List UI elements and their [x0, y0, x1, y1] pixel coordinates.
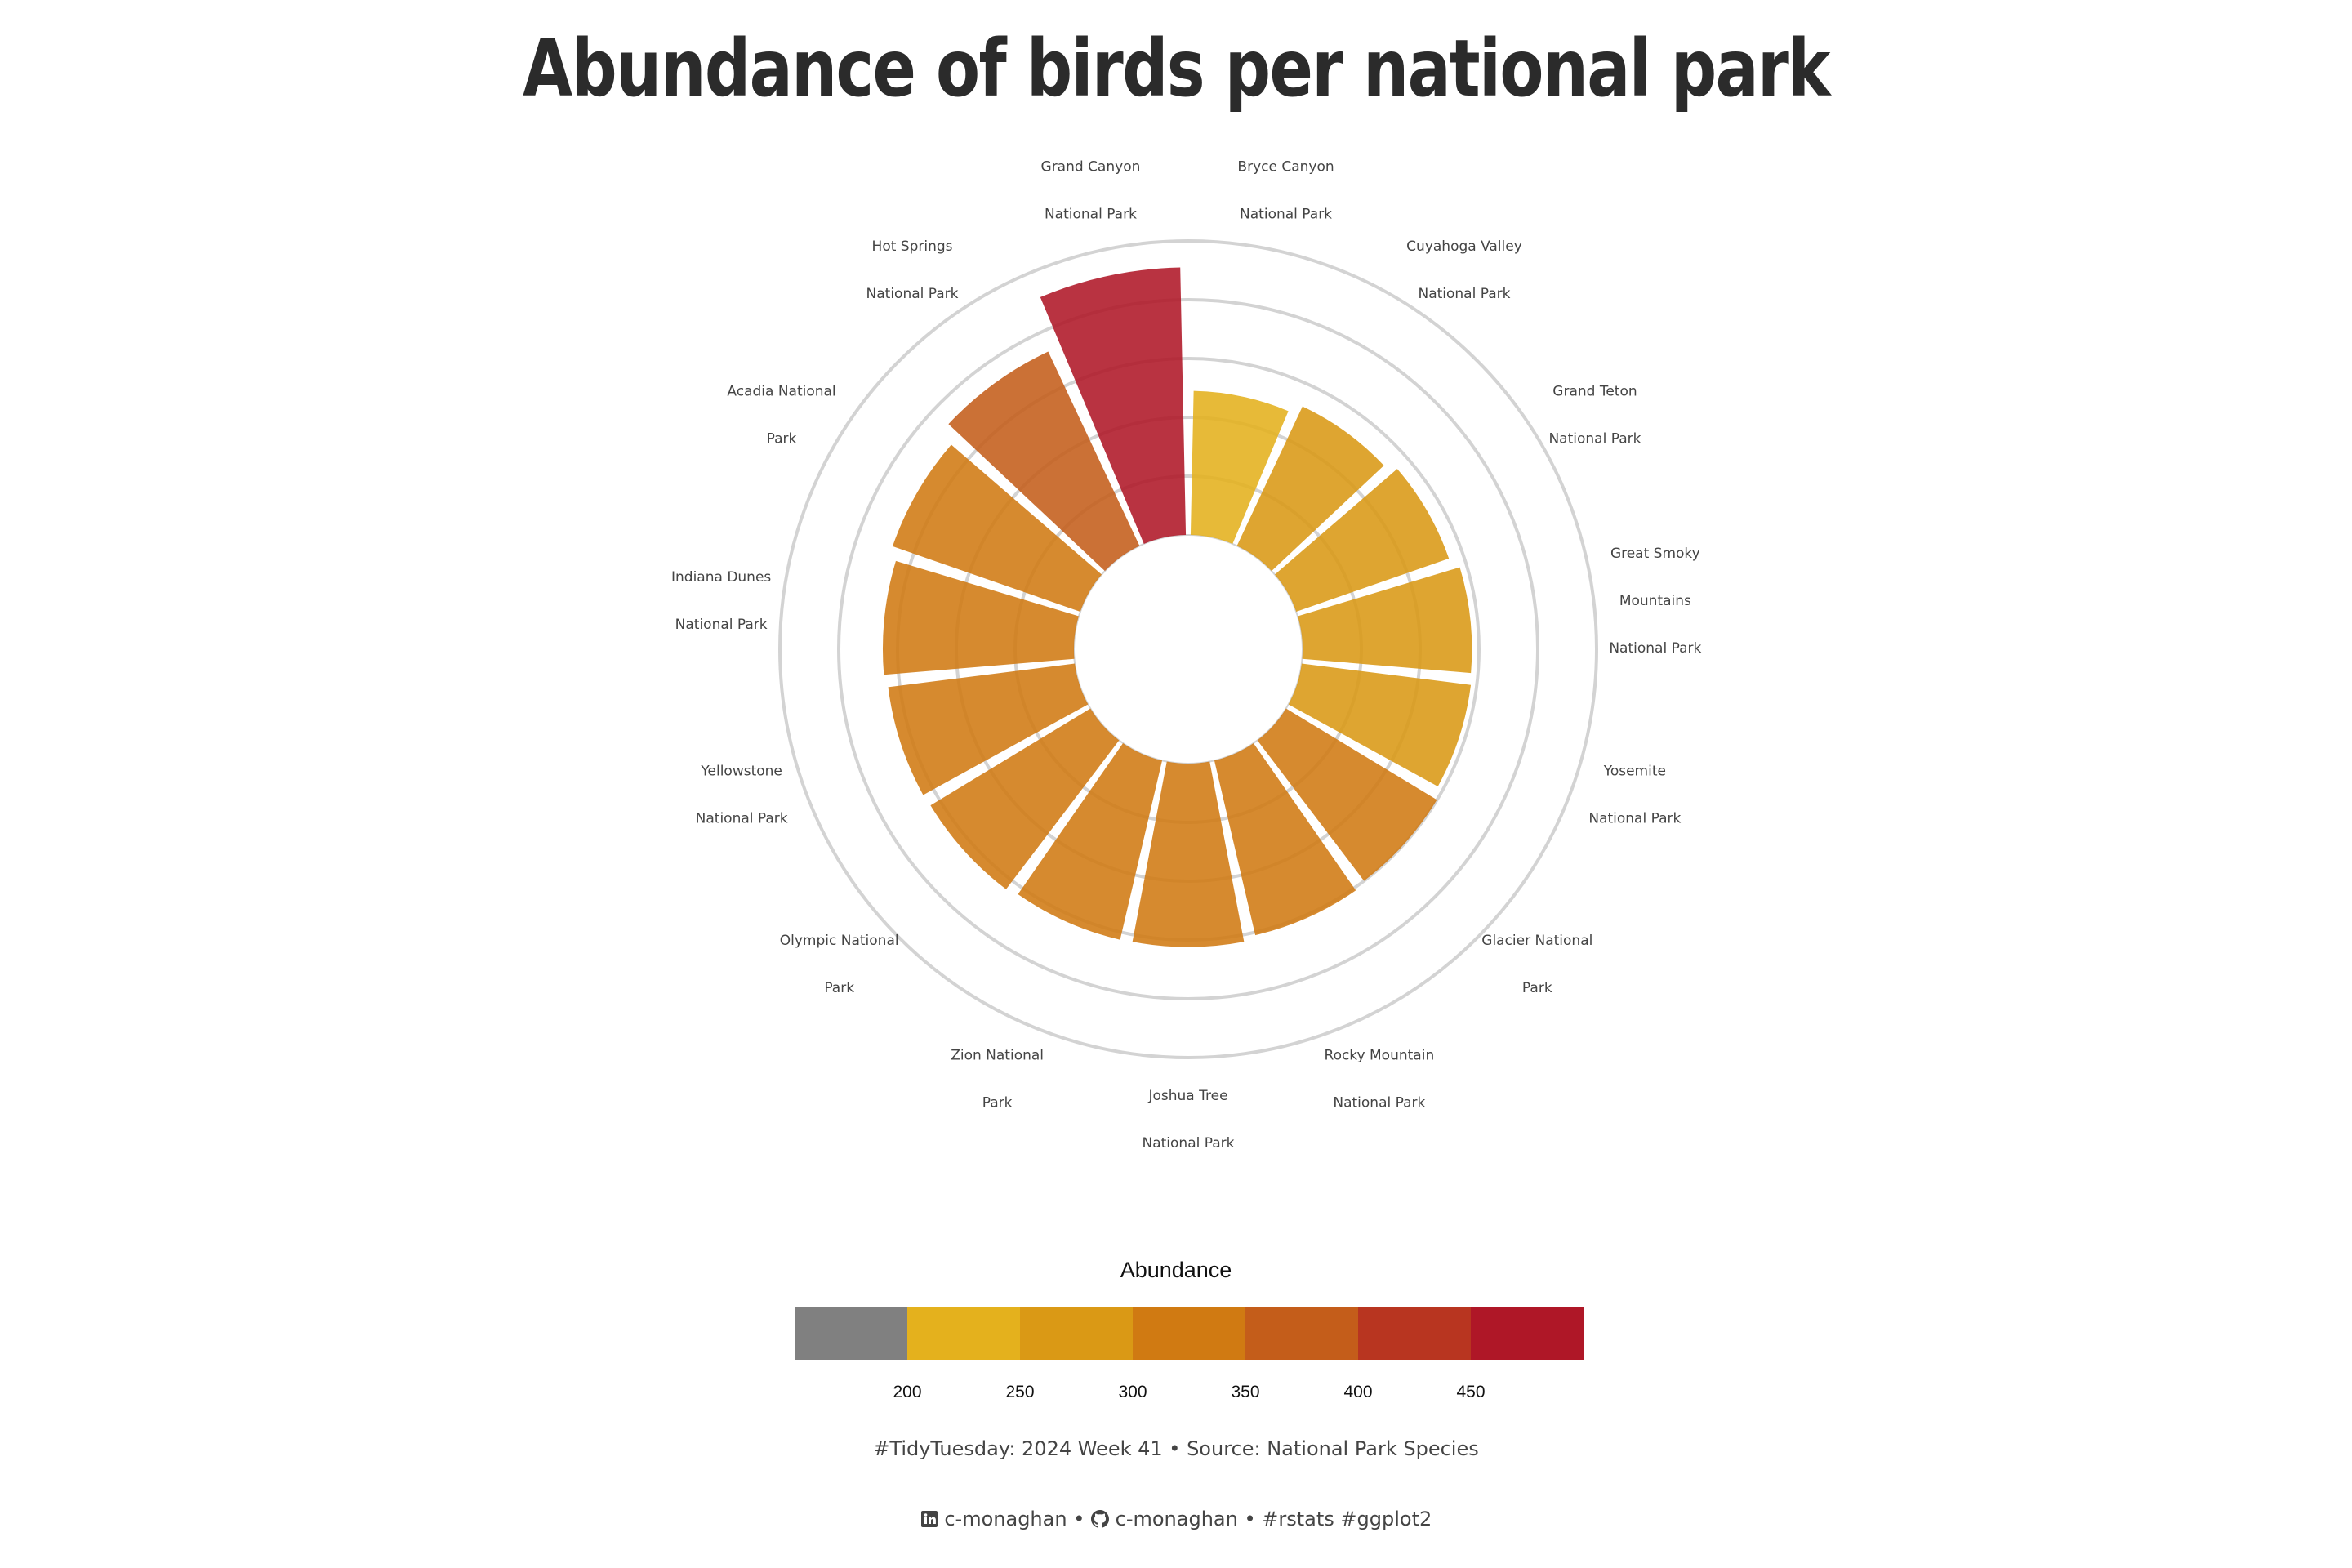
- park-label-line: Cuyahoga Valley: [1406, 238, 1522, 255]
- bar: [930, 708, 1120, 889]
- bar: [883, 560, 1079, 675]
- park-label-line: Yosemite: [1603, 764, 1666, 780]
- park-label-line: Park: [767, 431, 797, 448]
- park-label-line: Mountains: [1619, 593, 1691, 609]
- park-label: Joshua Tree National Park: [1143, 1088, 1235, 1152]
- legend-swatch: [1471, 1307, 1584, 1360]
- park-label: Indiana Dunes National Park: [671, 569, 771, 633]
- github-handle: c-monaghan: [1115, 1508, 1238, 1530]
- bar: [1274, 469, 1450, 612]
- park-label: Rocky Mountain National Park: [1325, 1047, 1435, 1111]
- bar: [1257, 708, 1437, 881]
- separator: •: [1073, 1508, 1085, 1530]
- park-label-line: National Park: [1143, 1135, 1235, 1152]
- park-label: Grand Teton National Park: [1548, 384, 1641, 448]
- park-label-line: National Park: [1609, 640, 1701, 657]
- bar: [888, 663, 1089, 795]
- park-label-line: Acadia National: [727, 384, 835, 400]
- hashtags: #rstats #ggplot2: [1262, 1508, 1432, 1530]
- park-label: Hot Springs National Park: [866, 238, 959, 302]
- park-label-line: National Park: [1588, 811, 1681, 827]
- park-label: Yellowstone National Park: [696, 764, 788, 827]
- caption-source: #TidyTuesday: 2024 Week 41 • Source: Nat…: [873, 1437, 1479, 1460]
- park-label-line: Zion National: [951, 1047, 1044, 1063]
- park-label: Bryce Canyon National Park: [1237, 159, 1334, 223]
- bar: [892, 444, 1102, 612]
- bar: [1132, 761, 1245, 947]
- legend-swatches: [795, 1307, 1584, 1360]
- legend-title: Abundance: [1120, 1258, 1232, 1282]
- bar: [1288, 663, 1472, 787]
- park-label-line: National Park: [1045, 207, 1137, 223]
- park-label-line: Bryce Canyon: [1237, 159, 1334, 176]
- bar: [1190, 390, 1289, 544]
- legend-tick-label: 400: [1343, 1383, 1372, 1401]
- park-label-line: Great Smoky: [1610, 546, 1700, 562]
- bar: [1298, 567, 1472, 674]
- linkedin-icon: [920, 1511, 938, 1527]
- bars: [883, 267, 1472, 947]
- legend-swatch: [795, 1307, 908, 1360]
- park-label-line: Glacier National: [1481, 933, 1592, 949]
- bar: [948, 351, 1140, 572]
- park-label-line: Rocky Mountain: [1325, 1047, 1435, 1063]
- park-label: Olympic National Park: [780, 933, 899, 996]
- legend-swatch: [1020, 1307, 1134, 1360]
- park-label-line: National Park: [1240, 207, 1332, 223]
- park-label: Acadia National Park: [727, 384, 835, 448]
- park-label-line: National Park: [866, 286, 959, 302]
- park-label: Yosemite National Park: [1588, 764, 1681, 827]
- legend-tick-label: 350: [1231, 1383, 1259, 1401]
- legend-tick-label: 250: [1005, 1383, 1034, 1401]
- legend-tick-label: 450: [1456, 1383, 1485, 1401]
- chart-title: Abundance of birds per national park: [523, 23, 1830, 114]
- park-label-line: National Park: [1418, 286, 1510, 302]
- github-icon: [1091, 1510, 1109, 1528]
- park-label-line: Yellowstone: [700, 764, 782, 780]
- park-label-line: National Park: [696, 811, 788, 827]
- legend-tick-label: 200: [893, 1383, 921, 1401]
- park-label-line: National Park: [1333, 1094, 1425, 1111]
- bar: [1214, 742, 1356, 936]
- park-label-line: Grand Teton: [1552, 384, 1637, 400]
- grid-circle: [778, 239, 1598, 1059]
- legend-swatch: [1245, 1307, 1359, 1360]
- legend-swatch: [1133, 1307, 1246, 1360]
- park-label-line: Park: [982, 1094, 1013, 1111]
- legend-tick-label: 300: [1118, 1383, 1147, 1401]
- bar: [1040, 267, 1187, 544]
- park-label-line: Indiana Dunes: [671, 569, 771, 586]
- legend-ticks: 200 250 300 350 400 450: [893, 1383, 1485, 1401]
- park-label-line: Hot Springs: [872, 238, 953, 255]
- park-label-line: Park: [824, 980, 854, 996]
- legend-swatch: [1358, 1307, 1472, 1360]
- park-label: Glacier National Park: [1481, 933, 1592, 996]
- park-label: Cuyahoga Valley National Park: [1406, 238, 1522, 302]
- park-label-line: Olympic National: [780, 933, 899, 949]
- linkedin-handle: c-monaghan: [944, 1508, 1067, 1530]
- park-label-line: National Park: [1548, 431, 1641, 448]
- grid-circle: [837, 298, 1539, 1000]
- bar: [1236, 406, 1384, 572]
- park-label: Zion National Park: [951, 1047, 1044, 1111]
- park-label-line: Joshua Tree: [1147, 1088, 1227, 1104]
- park-label-line: National Park: [675, 617, 768, 633]
- caption-credits: c-monaghan • c-monaghan • #rstats #ggplo…: [0, 1508, 2352, 1530]
- bar: [1018, 742, 1163, 940]
- separator: •: [1244, 1508, 1256, 1530]
- park-label-line: Grand Canyon: [1041, 159, 1141, 176]
- park-label: Great Smoky Mountains National Park: [1609, 546, 1701, 657]
- legend-swatch: [907, 1307, 1021, 1360]
- park-label-line: Park: [1522, 980, 1552, 996]
- park-label: Grand Canyon National Park: [1041, 159, 1141, 223]
